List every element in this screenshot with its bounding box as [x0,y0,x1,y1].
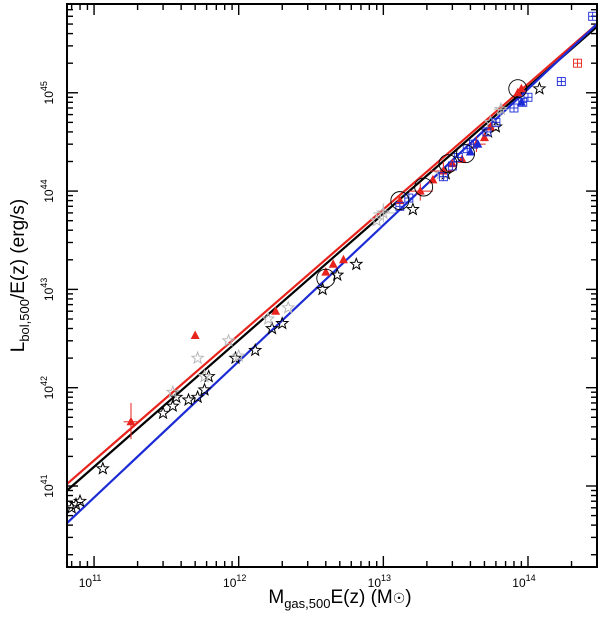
plot-frame [66,3,598,568]
square-plus-marker [462,144,472,154]
star-marker [275,316,290,330]
star-marker [181,392,196,406]
triangle-marker [190,330,200,339]
square-plus-marker [573,58,582,68]
triangle-marker [479,132,489,142]
star-marker [264,321,280,335]
y-tick-label: 1043 [39,278,56,301]
star-marker [369,213,384,227]
y-axis-title: Lbol,500/E(z) (erg/s) [8,199,32,353]
star-marker [261,311,276,325]
square-plus-marker [482,127,492,137]
circle-marker [438,154,458,174]
axis-ticks: 1011 1012 1013 1014 1041 1042 1043 1044 1045 [39,3,598,590]
star-marker [405,202,420,216]
circle-marker [456,144,475,164]
star-marker [231,348,246,363]
y-tick-label: 1041 [39,474,56,497]
square-plus-marker [518,97,528,107]
fit-line-red [67,23,597,485]
circle-marker [414,177,434,197]
circle-marker [508,79,528,99]
y-tick-label: 1045 [39,81,56,104]
star-marker [221,333,236,347]
square-plus-marker [556,77,566,87]
circle-marker [316,268,336,288]
x-tick-label: 1012 [223,573,246,590]
square-plus-marker [491,117,501,127]
square-plus-marker [509,103,519,113]
sun-symbol: ☉ [393,590,406,606]
triangle-marker [126,416,136,426]
triangle-marker [465,146,475,156]
star-marker [349,256,364,271]
star-marker [281,300,296,314]
star-marker [165,384,180,399]
circle-marker [390,191,410,211]
x-tick-label: 1014 [512,573,535,590]
square-plus-marker [395,201,405,211]
star-marker [190,350,205,365]
star-marker [156,405,171,420]
star-marker [165,398,180,413]
star-marker [190,389,205,404]
triangle-marker [338,254,348,264]
y-tick-label: 1044 [39,179,56,202]
star-marker [376,205,391,219]
fit-line-black [67,25,597,492]
x-axis-title: Mgas,500E(z) (M☉) [268,587,411,611]
square-plus-marker [469,139,478,149]
triangle-marker [328,259,338,268]
triangle-marker [321,267,331,276]
triangle-marker [271,306,281,315]
data-marks [67,11,597,524]
triangle-marker [516,83,526,93]
star-marker [248,342,263,357]
x-tick-label: 1013 [368,573,391,590]
star-marker [493,101,508,116]
x-tick-label: 1011 [79,573,102,590]
star-marker [201,369,216,383]
star-marker [532,81,547,95]
star-marker [72,493,88,508]
star-marker [197,369,212,383]
square-plus-marker [438,172,448,182]
triangle-marker [415,186,425,195]
square-plus-marker [523,92,533,102]
star-marker [330,267,345,282]
y-tick-label: 1042 [39,376,56,399]
star-marker [95,461,110,475]
square-plus-marker [588,11,597,21]
star-marker [197,382,212,396]
